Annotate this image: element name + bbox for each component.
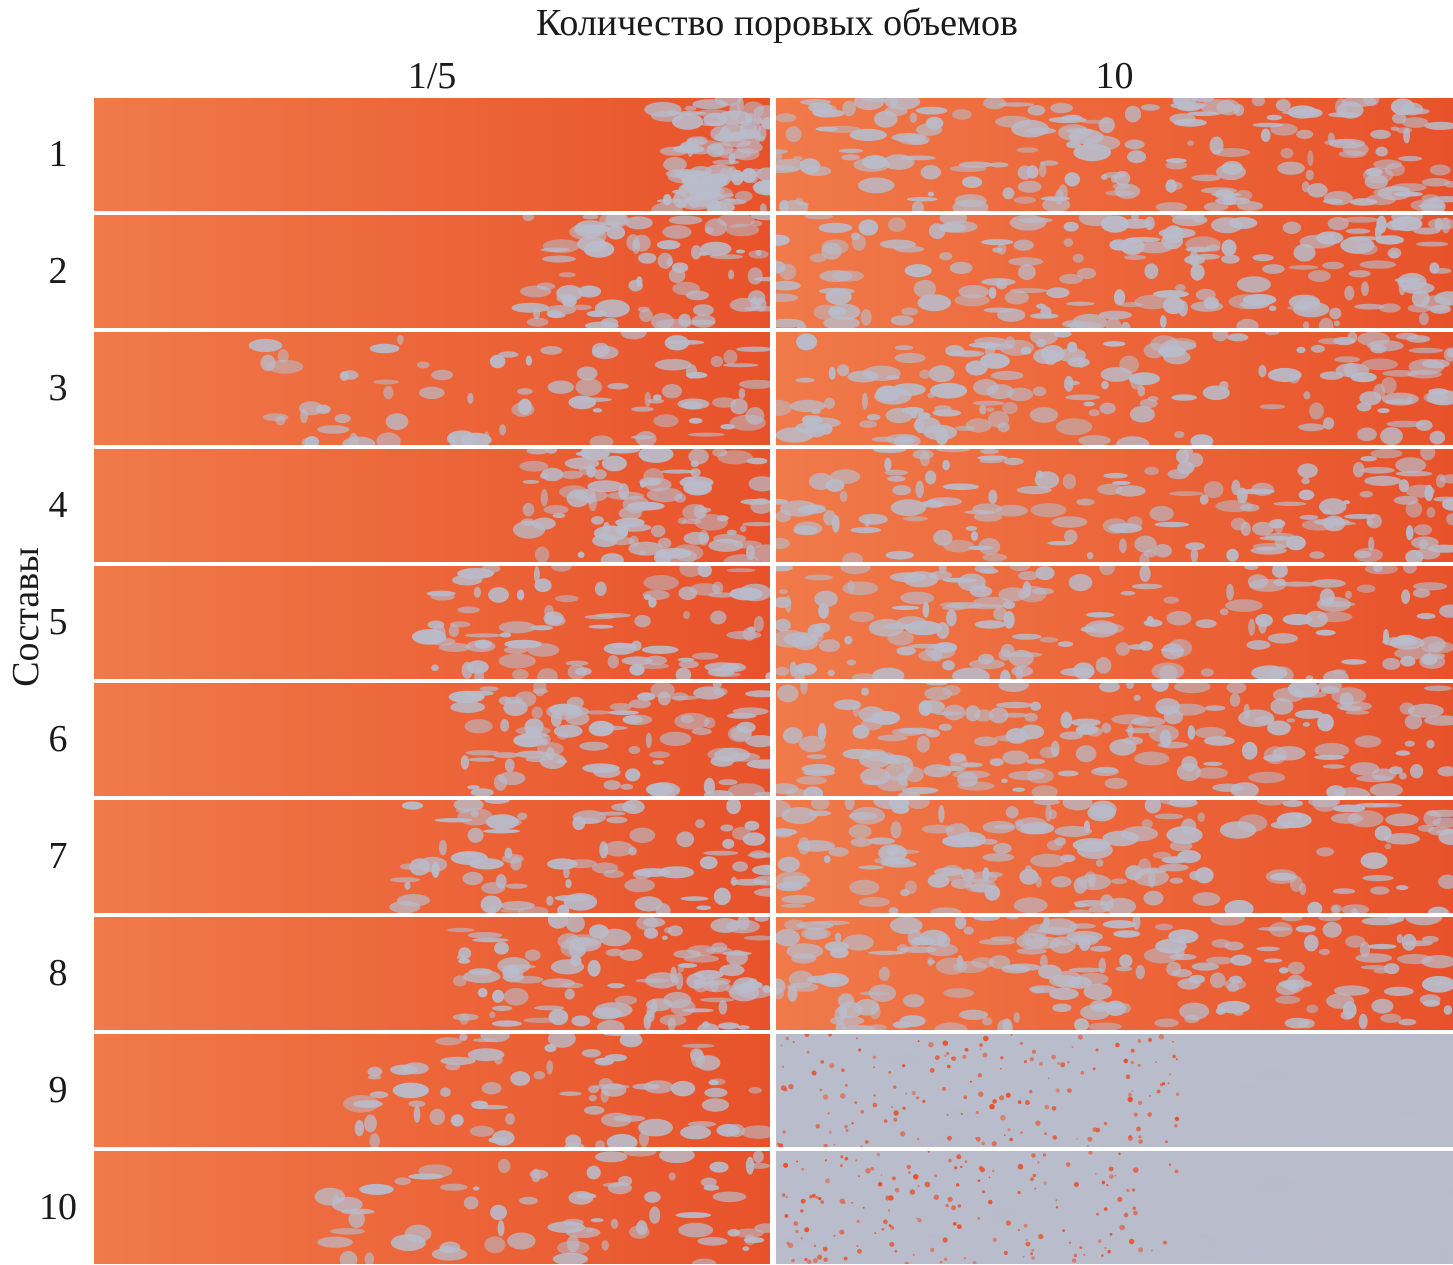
micromodel-photo	[94, 449, 770, 562]
micromodel-photo	[94, 1034, 770, 1147]
micromodel-photo	[776, 1034, 1453, 1147]
micromodel-photo	[94, 566, 770, 679]
row-label: 10	[39, 1186, 77, 1228]
micromodel-photo	[94, 683, 770, 796]
row-label: 8	[48, 952, 68, 994]
row-label: 2	[48, 250, 68, 292]
figure-title: Количество поровых объемов	[535, 2, 1019, 44]
micromodel-photo	[94, 1151, 770, 1264]
row-label: 5	[48, 601, 68, 643]
micromodel-photo	[776, 98, 1453, 211]
row-label: 6	[48, 718, 68, 760]
micromodel-photo	[94, 215, 770, 328]
micromodel-photo	[94, 800, 770, 913]
micromodel-photo	[94, 332, 770, 445]
row-label: 3	[48, 367, 68, 409]
micromodel-photo	[776, 449, 1453, 562]
row-label: 9	[48, 1069, 68, 1111]
row-label: 4	[48, 484, 68, 526]
micromodel-photo	[776, 917, 1453, 1030]
micromodel-photo	[94, 917, 770, 1030]
micromodel-photo	[94, 98, 770, 211]
row-label: 1	[48, 133, 68, 175]
micromodel-photo	[776, 566, 1453, 679]
micromodel-photo	[776, 800, 1453, 913]
micromodel-photo	[776, 332, 1453, 445]
micromodel-photo	[776, 1151, 1453, 1264]
micromodel-photo	[776, 215, 1453, 328]
row-label: 7	[48, 835, 68, 877]
micromodel-photo	[776, 683, 1453, 796]
column-header-1: 1/5	[407, 55, 457, 97]
column-header-2: 10	[1095, 55, 1134, 97]
